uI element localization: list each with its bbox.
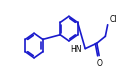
Text: Cl: Cl — [109, 15, 117, 24]
Text: O: O — [97, 59, 103, 68]
Text: HN: HN — [71, 45, 82, 54]
